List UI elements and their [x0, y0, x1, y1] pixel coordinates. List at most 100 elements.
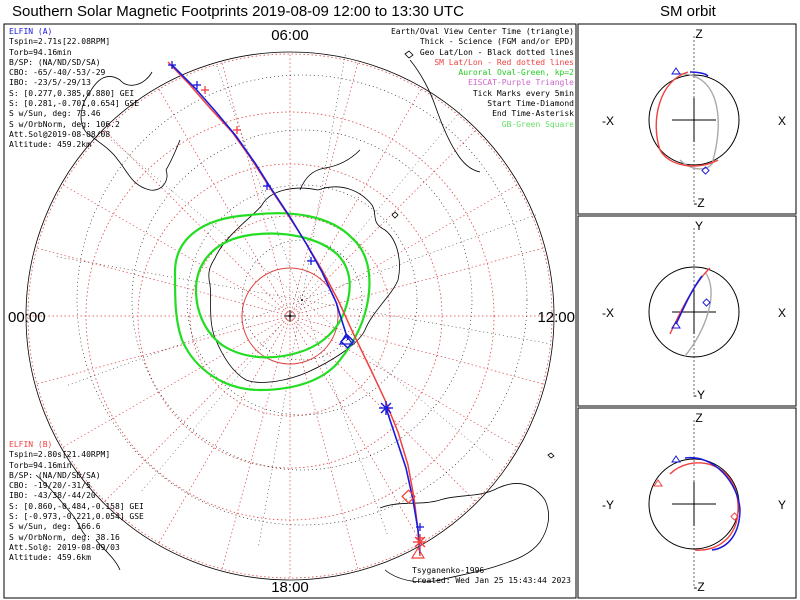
elfin-b-info: ELFIN (B) Tspin=2.80s[21.40RPM] Torb=94.… — [9, 440, 144, 564]
legend-item: Earth/Oval View Center Time (triangle) — [390, 27, 574, 36]
sm-longitude-line — [104, 130, 291, 317]
footer: Tsyganenko-1996 Created: Wed Jan 25 15:4… — [412, 566, 571, 587]
island-outline — [391, 50, 555, 459]
sm-latitude-circle — [27, 53, 553, 579]
orbit-gray — [674, 73, 719, 170]
elfin-a-line: Tspin=2.71s[22.08RPM] — [9, 37, 111, 47]
orbit-red — [655, 71, 719, 167]
south-america-tip — [165, 139, 181, 171]
elfin-a-line: S w/Sun, deg: 73.46 — [9, 109, 101, 119]
geo-longitude-line — [301, 299, 388, 536]
model-label: Tsyganenko-1996 — [412, 566, 485, 575]
elfin-a-line: S w/OrbNorm, deg: 106.2 — [9, 119, 120, 129]
orbit-axis-label: X — [778, 306, 786, 320]
chart-title: Southern Solar Magnetic Footprints 2019-… — [12, 3, 464, 20]
elfin-b-line: Att.Sol@: 2019-08-09/03 — [9, 542, 120, 552]
elfin-b-line: CBO: -19/20/-31/5 — [9, 481, 91, 491]
africa-outline — [409, 59, 481, 173]
elfin-a-line: B/SP: (NA/ND/SD/SA) — [9, 57, 101, 67]
legend: Earth/Oval View Center Time (triangle) T… — [391, 27, 574, 130]
mlt-label: 12:00 — [537, 309, 575, 326]
orbit-panel-frame — [577, 407, 797, 599]
orbit-blue — [684, 457, 741, 551]
elfin-a-line: Torb=94.16min — [9, 47, 72, 57]
sm-longitude-line — [221, 62, 291, 317]
orbit-triangle — [671, 321, 681, 329]
mlt-label: 18:00 — [271, 579, 309, 596]
elfin-b-line: S w/OrbNorm, deg: 38.16 — [9, 532, 120, 542]
auroral-oval-inner — [194, 232, 351, 359]
sm-longitude-line — [221, 315, 291, 570]
geo-longitude-line — [55, 256, 303, 301]
mlt-label: 06:00 — [271, 27, 309, 44]
orbit-red — [669, 462, 739, 551]
australia-outline — [379, 483, 550, 583]
geo-longitude-line — [110, 139, 303, 301]
created-label: Created: Wed Jan 25 15:43:44 2023 — [412, 576, 571, 586]
orbit-panel-frame — [577, 23, 797, 215]
elfin-a-name: ELFIN (A) — [9, 27, 53, 36]
sm-grid — [25, 51, 555, 581]
orbit-triangle — [671, 455, 681, 463]
orbit-axis-label: -Z — [693, 196, 704, 210]
legend-item: SM Lat/Lon - Red dotted lines — [434, 57, 574, 67]
land-outlines — [35, 50, 555, 583]
legend-item: Geo Lat/Lon - Black dotted lines — [419, 47, 574, 57]
orbit-axis-label: -X — [602, 306, 614, 320]
elfin-a-start-diamond — [340, 334, 355, 349]
geo-longitude-line — [66, 299, 303, 386]
geo-longitude-line — [301, 53, 346, 301]
elfin-a-line: Att.Sol@2019-08-08/08 — [9, 129, 111, 139]
orbit-blue — [689, 71, 709, 77]
orbit-axis-label: X — [778, 114, 786, 128]
elfin-b-line: Tspin=2.80s[21.40RPM] — [9, 450, 111, 460]
sm-longitude-line — [36, 315, 291, 385]
sm-longitude-line — [289, 130, 476, 317]
sm-longitude-line — [289, 184, 518, 317]
orbit-axis-label: Y — [778, 498, 786, 512]
legend-item: Tick Marks every 5min — [472, 88, 574, 98]
new-zealand-outline — [35, 474, 121, 571]
elfin-a-line: S: [0.281,-0.701,0.654] GSE — [9, 99, 140, 109]
legend-item: GB-Green Square — [501, 119, 574, 129]
elfin-b-name: ELFIN (B) — [9, 440, 53, 449]
elfin-a-end-asterisk — [380, 402, 392, 414]
geo-longitude-line — [301, 299, 549, 344]
mlt-label: 00:00 — [8, 309, 46, 326]
legend-item: Thick - Science (FGM and/or EPD) — [419, 37, 574, 47]
elfin-b-line: IBO: -43/38/-44/20 — [9, 491, 96, 501]
geo-longitude-line — [301, 108, 463, 301]
elfin-a-line: CBO: -65/-40/-53/-29 — [9, 68, 106, 78]
geo-latitude-circle — [76, 74, 528, 526]
elfin-a-line: Altitude: 459.2km — [9, 140, 91, 150]
peninsula-outline — [299, 149, 361, 191]
legend-item: Start Time-Diamond — [487, 99, 574, 109]
elfin-b-line: Torb=94.16min — [9, 460, 72, 470]
orbit-axis-label: Y — [695, 219, 703, 233]
geo-latitude-circle — [131, 129, 473, 471]
sm-longitude-line — [289, 315, 518, 448]
sm-orbit-panels: Z -Z -X X Y -Y -X X Z -Z -Y Y — [577, 23, 797, 599]
auroral-oval-outer — [173, 212, 371, 392]
orbit-gray — [684, 271, 712, 357]
orbit-panel-frame — [577, 215, 797, 407]
sm-longitude-line — [289, 315, 544, 385]
legend-item: End Time-Asterisk — [492, 109, 574, 119]
elfin-b-line: S: [-0.973,-0.221,0.054] GSE — [9, 512, 144, 522]
geo-latitude-circle — [241, 239, 363, 361]
elfin-a-line: S: [0.277,0.385,0.880] GEI — [9, 88, 135, 98]
orbit-blue — [675, 275, 703, 325]
orbit-triangle — [653, 479, 663, 487]
sm-longitude-line — [36, 247, 291, 317]
sm-longitude-line — [289, 315, 359, 570]
elfin-a-track — [171, 64, 349, 341]
map-boundary — [25, 51, 555, 581]
elfin-b-line: S w/Sun, deg: 166.6 — [9, 522, 101, 532]
geo-longitude-line — [141, 299, 303, 492]
elfin-a-info: ELFIN (A) Tspin=2.71s[22.08RPM] Torb=94.… — [9, 27, 139, 151]
elfin-b-center-triangle — [410, 546, 426, 559]
south-america-outline — [80, 71, 168, 191]
elfin-b-end-asterisk — [414, 536, 426, 548]
legend-item: EISCAT-Purple Triangle — [468, 78, 574, 88]
orbit-axis-label: -Z — [693, 580, 704, 594]
